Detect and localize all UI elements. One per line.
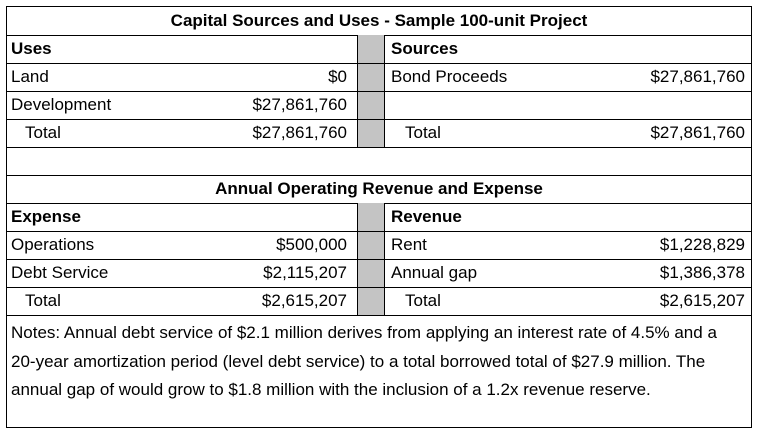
revenue-total-label: Total bbox=[405, 291, 441, 310]
table-row: Operations $500,000 Rent $1,228,829 bbox=[7, 231, 751, 259]
revenue-label: Annual gap bbox=[391, 263, 478, 282]
capital-header-row: Uses Sources bbox=[7, 35, 751, 63]
divider bbox=[7, 315, 751, 316]
divider bbox=[7, 259, 751, 260]
operating-title-row: Annual Operating Revenue and Expense bbox=[7, 175, 751, 203]
expense-label: Debt Service bbox=[11, 263, 109, 282]
divider bbox=[7, 147, 751, 148]
uses-header: Uses bbox=[11, 39, 52, 58]
expense-value: $2,115,207 bbox=[263, 263, 347, 282]
expense-header: Expense bbox=[11, 207, 81, 226]
notes-text: Notes: Annual debt service of $2.1 milli… bbox=[11, 323, 717, 399]
divider bbox=[7, 119, 751, 120]
table-row: Debt Service $2,115,207 Annual gap $1,38… bbox=[7, 259, 751, 287]
divider bbox=[7, 175, 751, 176]
operating-title: Annual Operating Revenue and Expense bbox=[215, 179, 543, 198]
source-label: Bond Proceeds bbox=[391, 67, 508, 86]
divider bbox=[7, 91, 751, 92]
revenue-total-value: $2,615,207 bbox=[659, 291, 745, 310]
table-row: Development $27,861,760 bbox=[7, 91, 751, 119]
use-value: $27,861,760 bbox=[252, 95, 347, 114]
capital-title: Capital Sources and Uses - Sample 100-un… bbox=[170, 11, 588, 30]
use-value: $0 bbox=[328, 67, 347, 86]
total-row: Total $2,615,207 Total $2,615,207 bbox=[7, 287, 751, 315]
divider bbox=[7, 287, 751, 288]
sources-uses-table: Capital Sources and Uses - Sample 100-un… bbox=[6, 6, 752, 428]
divider bbox=[7, 231, 751, 232]
source-total-value: $27,861,760 bbox=[650, 123, 745, 142]
source-value: $27,861,760 bbox=[650, 67, 745, 86]
total-row: Total $27,861,760 Total $27,861,760 bbox=[7, 119, 751, 147]
use-label: Development bbox=[11, 95, 112, 114]
capital-title-row: Capital Sources and Uses - Sample 100-un… bbox=[7, 7, 751, 35]
divider bbox=[7, 63, 751, 64]
source-total-label: Total bbox=[405, 123, 441, 142]
sources-header: Sources bbox=[391, 39, 459, 58]
revenue-value: $1,228,829 bbox=[659, 235, 745, 254]
use-total-value: $27,861,760 bbox=[252, 123, 347, 142]
revenue-value: $1,386,378 bbox=[659, 263, 745, 282]
expense-total-value: $2,615,207 bbox=[261, 291, 347, 310]
revenue-header: Revenue bbox=[391, 207, 462, 226]
operating-header-row: Expense Revenue bbox=[7, 203, 751, 231]
use-label: Land bbox=[11, 67, 49, 86]
revenue-label: Rent bbox=[391, 235, 427, 254]
table-row: Land $0 Bond Proceeds $27,861,760 bbox=[7, 63, 751, 91]
expense-value: $500,000 bbox=[276, 235, 347, 254]
expense-total-label: Total bbox=[25, 291, 61, 310]
use-total-label: Total bbox=[25, 123, 61, 142]
expense-label: Operations bbox=[11, 235, 95, 254]
spacer-row bbox=[7, 147, 751, 175]
